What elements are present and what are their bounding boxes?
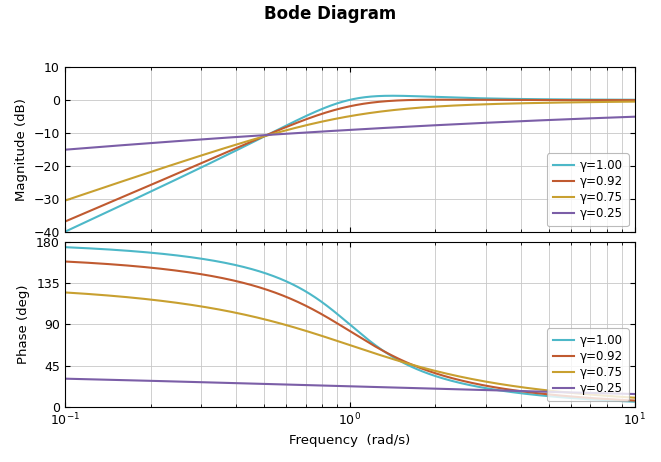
γ=0.92 xyxy=(304,304,312,310)
γ=1.00 xyxy=(559,97,566,102)
γ=0.75 xyxy=(159,298,167,304)
γ=0.25 xyxy=(631,114,639,120)
γ=0.92 xyxy=(558,393,566,398)
Y-axis label: Magnitude (dB): Magnitude (dB) xyxy=(15,98,28,201)
γ=0.75 xyxy=(61,198,69,203)
γ=1.00 xyxy=(280,277,288,283)
Line: γ=0.75: γ=0.75 xyxy=(65,292,635,398)
γ=1.00 xyxy=(631,97,639,103)
Legend: γ=1.00, γ=0.92, γ=0.75, γ=0.25: γ=1.00, γ=0.92, γ=0.75, γ=0.25 xyxy=(547,328,629,401)
γ=1.00 xyxy=(159,251,167,257)
γ=0.75 xyxy=(280,128,288,134)
Line: γ=0.25: γ=0.25 xyxy=(65,117,635,150)
γ=0.25 xyxy=(558,389,566,395)
γ=0.92 xyxy=(159,176,167,182)
γ=0.92 xyxy=(304,116,312,122)
Legend: γ=1.00, γ=0.92, γ=0.75, γ=0.25: γ=1.00, γ=0.92, γ=0.75, γ=0.25 xyxy=(547,153,629,226)
γ=0.92 xyxy=(61,219,69,225)
γ=1.00 xyxy=(304,112,312,118)
γ=0.25 xyxy=(61,147,69,152)
γ=0.75 xyxy=(159,165,167,170)
γ=0.75 xyxy=(280,322,288,327)
γ=0.75 xyxy=(631,395,639,401)
γ=0.92 xyxy=(619,97,627,103)
γ=1.00 xyxy=(304,290,312,296)
γ=0.25 xyxy=(159,140,167,145)
Y-axis label: Phase (deg): Phase (deg) xyxy=(17,285,30,364)
γ=1.00 xyxy=(126,248,134,254)
γ=1.00 xyxy=(558,395,566,400)
γ=1.00 xyxy=(159,182,167,188)
γ=0.92 xyxy=(439,97,447,103)
γ=0.75 xyxy=(619,99,627,104)
γ=1.00 xyxy=(631,399,639,404)
Line: γ=0.92: γ=0.92 xyxy=(65,261,635,401)
γ=0.92 xyxy=(280,293,288,298)
Line: γ=1.00: γ=1.00 xyxy=(65,96,635,232)
γ=0.25 xyxy=(280,131,288,137)
γ=0.75 xyxy=(619,394,627,400)
γ=0.92 xyxy=(559,97,566,103)
γ=0.75 xyxy=(558,389,566,395)
γ=0.92 xyxy=(631,97,639,103)
γ=0.75 xyxy=(304,329,312,334)
γ=0.92 xyxy=(619,397,627,403)
γ=1.00 xyxy=(389,93,397,98)
γ=0.92 xyxy=(631,398,639,403)
γ=0.92 xyxy=(61,259,69,264)
γ=0.75 xyxy=(126,295,134,300)
Line: γ=1.00: γ=1.00 xyxy=(65,247,635,401)
γ=0.92 xyxy=(126,263,134,268)
γ=0.25 xyxy=(304,130,312,135)
Line: γ=0.75: γ=0.75 xyxy=(65,102,635,201)
γ=1.00 xyxy=(619,97,627,103)
γ=1.00 xyxy=(126,199,134,204)
γ=0.75 xyxy=(61,290,69,295)
Line: γ=0.92: γ=0.92 xyxy=(65,100,635,222)
γ=1.00 xyxy=(619,398,627,404)
γ=0.92 xyxy=(159,266,167,272)
γ=0.25 xyxy=(631,391,639,397)
γ=1.00 xyxy=(61,244,69,250)
γ=0.75 xyxy=(126,176,134,182)
Text: Bode Diagram: Bode Diagram xyxy=(264,5,397,23)
Line: γ=0.25: γ=0.25 xyxy=(65,379,635,394)
γ=0.25 xyxy=(619,114,627,120)
γ=0.25 xyxy=(304,383,312,388)
γ=1.00 xyxy=(61,229,69,235)
γ=0.75 xyxy=(631,99,639,104)
γ=1.00 xyxy=(280,124,288,130)
γ=0.25 xyxy=(159,378,167,384)
γ=0.25 xyxy=(558,117,566,122)
γ=0.25 xyxy=(126,377,134,383)
γ=0.25 xyxy=(61,376,69,382)
γ=0.75 xyxy=(304,122,312,128)
γ=0.92 xyxy=(126,191,134,197)
γ=0.75 xyxy=(558,100,566,105)
γ=0.25 xyxy=(126,142,134,147)
γ=0.25 xyxy=(280,382,288,387)
γ=0.92 xyxy=(280,125,288,131)
X-axis label: Frequency  (rad/s): Frequency (rad/s) xyxy=(289,434,410,447)
γ=0.25 xyxy=(619,391,627,396)
